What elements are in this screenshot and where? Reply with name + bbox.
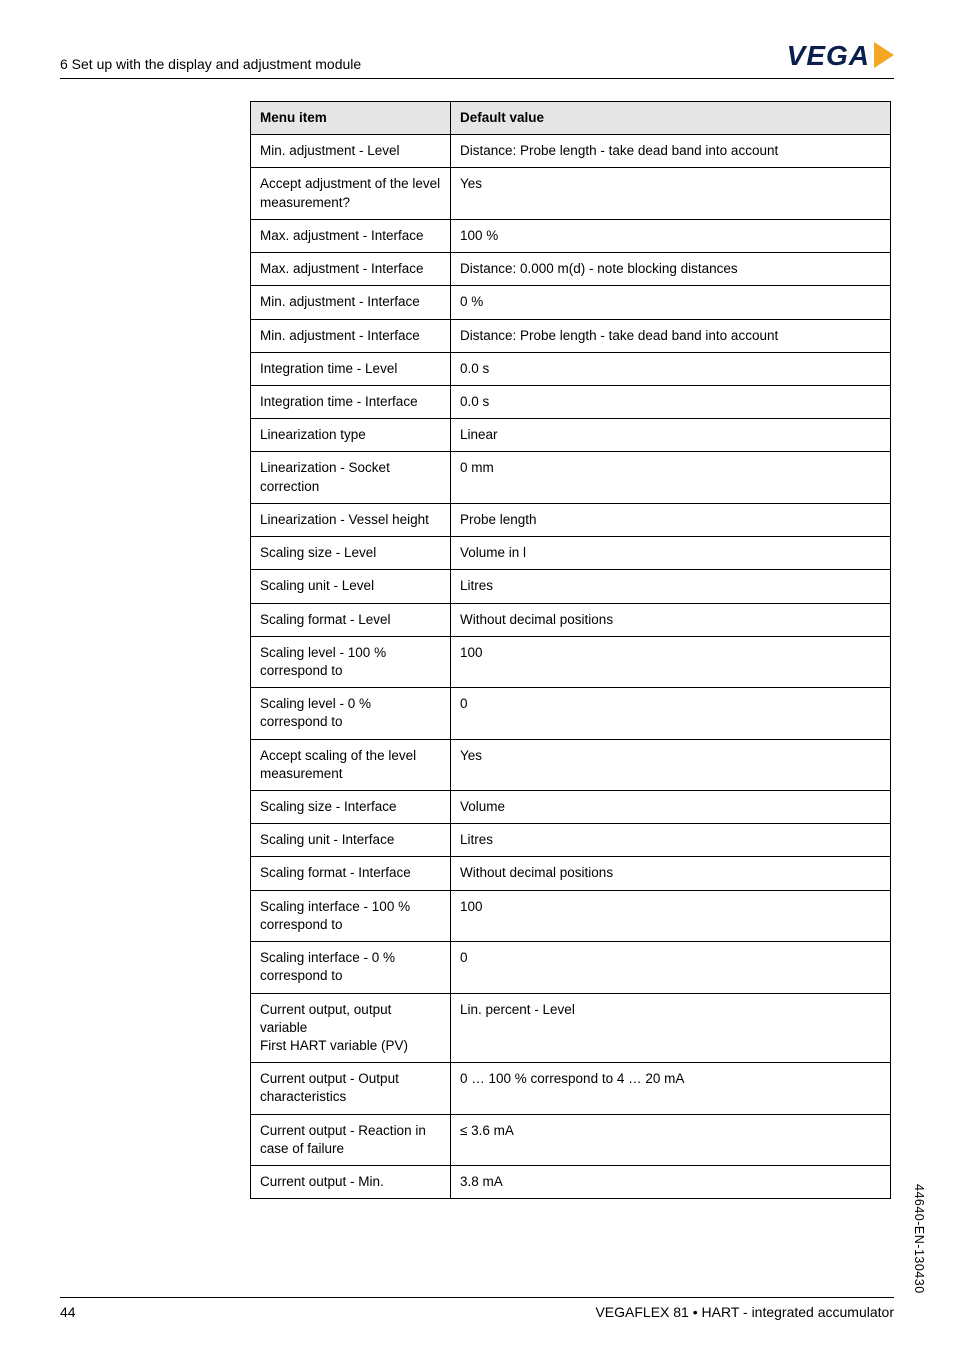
cell-default-value: 0	[451, 942, 891, 993]
cell-default-value: 0.0 s	[451, 352, 891, 385]
product-line: VEGAFLEX 81 • HART - integrated accumula…	[595, 1304, 894, 1320]
logo-triangle-icon	[874, 42, 894, 68]
table-row: Min. adjustment - InterfaceDistance: Pro…	[251, 319, 891, 352]
cell-default-value: Distance: Probe length - take dead band …	[451, 135, 891, 168]
cell-default-value: Without decimal positions	[451, 857, 891, 890]
cell-menu-item: Integration time - Interface	[251, 385, 451, 418]
page-container: 6 Set up with the display and adjustment…	[0, 0, 954, 1354]
table-row: Min. adjustment - LevelDistance: Probe l…	[251, 135, 891, 168]
cell-menu-item: Integration time - Level	[251, 352, 451, 385]
cell-menu-item: Scaling unit - Level	[251, 570, 451, 603]
cell-menu-item: Accept adjustment of the level measureme…	[251, 168, 451, 219]
table-row: Scaling size - LevelVolume in l	[251, 537, 891, 570]
table-row: Scaling unit - LevelLitres	[251, 570, 891, 603]
table-row: Integration time - Level0.0 s	[251, 352, 891, 385]
column-header-menu-item: Menu item	[251, 102, 451, 135]
cell-menu-item: Current output - Output characteristics	[251, 1063, 451, 1114]
table-row: Scaling unit - InterfaceLitres	[251, 824, 891, 857]
cell-menu-item: Scaling unit - Interface	[251, 824, 451, 857]
cell-default-value: 0 %	[451, 286, 891, 319]
section-title: 6 Set up with the display and adjustment…	[60, 56, 361, 72]
cell-menu-item: Linearization - Vessel height	[251, 503, 451, 536]
cell-default-value: 100	[451, 636, 891, 687]
cell-default-value: Linear	[451, 419, 891, 452]
table-wrapper: Menu item Default value Min. adjustment …	[250, 101, 890, 1199]
cell-menu-item: Min. adjustment - Interface	[251, 286, 451, 319]
cell-default-value: 0 … 100 % correspond to 4 … 20 mA	[451, 1063, 891, 1114]
cell-menu-item: Max. adjustment - Interface	[251, 253, 451, 286]
cell-default-value: Litres	[451, 570, 891, 603]
cell-menu-item: Linearization type	[251, 419, 451, 452]
cell-default-value: 0	[451, 688, 891, 739]
table-row: Scaling size - InterfaceVolume	[251, 791, 891, 824]
table-row: Max. adjustment - InterfaceDistance: 0.0…	[251, 253, 891, 286]
cell-menu-item: Scaling size - Level	[251, 537, 451, 570]
table-row: Min. adjustment - Interface0 %	[251, 286, 891, 319]
table-row: Current output - Min.3.8 mA	[251, 1166, 891, 1199]
cell-default-value: Lin. percent - Level	[451, 993, 891, 1063]
cell-menu-item: Current output, output variableFirst HAR…	[251, 993, 451, 1063]
parameters-table: Menu item Default value Min. adjustment …	[250, 101, 891, 1199]
cell-default-value: 100	[451, 890, 891, 941]
table-row: Integration time - Interface0.0 s	[251, 385, 891, 418]
cell-menu-item: Scaling format - Interface	[251, 857, 451, 890]
cell-menu-item: Scaling level - 0 % correspond to	[251, 688, 451, 739]
cell-menu-item: Current output - Min.	[251, 1166, 451, 1199]
cell-default-value: Distance: Probe length - take dead band …	[451, 319, 891, 352]
cell-default-value: Volume	[451, 791, 891, 824]
cell-menu-item: Scaling interface - 0 % correspond to	[251, 942, 451, 993]
table-header-row: Menu item Default value	[251, 102, 891, 135]
cell-default-value: 100 %	[451, 219, 891, 252]
table-row: Current output - Output characteristics0…	[251, 1063, 891, 1114]
table-row: Scaling interface - 100 % correspond to1…	[251, 890, 891, 941]
cell-menu-item: Max. adjustment - Interface	[251, 219, 451, 252]
document-code: 44640-EN-130430	[912, 1184, 926, 1294]
cell-menu-item: Linearization - Socket correction	[251, 452, 451, 503]
cell-menu-item: Min. adjustment - Interface	[251, 319, 451, 352]
logo-text: VEGA	[787, 40, 870, 72]
cell-default-value: 0 mm	[451, 452, 891, 503]
table-row: Scaling format - InterfaceWithout decima…	[251, 857, 891, 890]
cell-default-value: Probe length	[451, 503, 891, 536]
table-row: Linearization typeLinear	[251, 419, 891, 452]
table-row: Linearization - Socket correction0 mm	[251, 452, 891, 503]
cell-menu-item: Current output - Reaction in case of fai…	[251, 1114, 451, 1165]
cell-menu-item: Scaling size - Interface	[251, 791, 451, 824]
table-row: Scaling level - 0 % correspond to0	[251, 688, 891, 739]
table-row: Scaling level - 100 % correspond to100	[251, 636, 891, 687]
table-row: Linearization - Vessel heightProbe lengt…	[251, 503, 891, 536]
cell-menu-item: Accept scaling of the level measurement	[251, 739, 451, 790]
cell-default-value: 0.0 s	[451, 385, 891, 418]
page-header: 6 Set up with the display and adjustment…	[60, 40, 894, 79]
cell-default-value: 3.8 mA	[451, 1166, 891, 1199]
cell-default-value: Yes	[451, 168, 891, 219]
table-row: Scaling interface - 0 % correspond to0	[251, 942, 891, 993]
page-footer: 44 VEGAFLEX 81 • HART - integrated accum…	[60, 1297, 894, 1320]
table-row: Accept adjustment of the level measureme…	[251, 168, 891, 219]
column-header-default-value: Default value	[451, 102, 891, 135]
cell-default-value: Yes	[451, 739, 891, 790]
table-row: Max. adjustment - Interface100 %	[251, 219, 891, 252]
cell-default-value: ≤ 3.6 mA	[451, 1114, 891, 1165]
cell-menu-item: Scaling format - Level	[251, 603, 451, 636]
table-row: Current output, output variableFirst HAR…	[251, 993, 891, 1063]
cell-default-value: Litres	[451, 824, 891, 857]
cell-menu-item: Scaling interface - 100 % correspond to	[251, 890, 451, 941]
table-row: Scaling format - LevelWithout decimal po…	[251, 603, 891, 636]
page-number: 44	[60, 1304, 76, 1320]
table-row: Current output - Reaction in case of fai…	[251, 1114, 891, 1165]
cell-default-value: Distance: 0.000 m(d) - note blocking dis…	[451, 253, 891, 286]
cell-default-value: Without decimal positions	[451, 603, 891, 636]
cell-menu-item: Scaling level - 100 % correspond to	[251, 636, 451, 687]
vega-logo: VEGA	[787, 40, 894, 72]
table-row: Accept scaling of the level measurementY…	[251, 739, 891, 790]
cell-menu-item: Min. adjustment - Level	[251, 135, 451, 168]
cell-default-value: Volume in l	[451, 537, 891, 570]
